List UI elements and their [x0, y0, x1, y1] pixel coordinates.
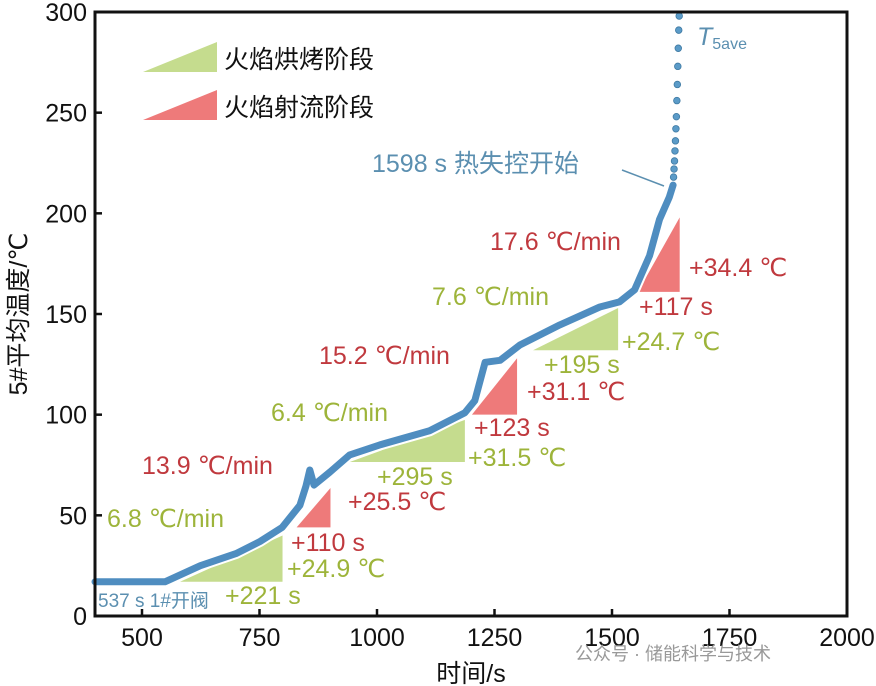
y-tick-label: 300 — [45, 0, 87, 27]
dT-label-3: +31.5 ℃ — [468, 444, 566, 472]
series-label: T5ave — [697, 23, 747, 53]
runaway-annotation: 1598 s 热失控开始 — [372, 150, 579, 178]
dT-label-5: +24.7 ℃ — [622, 328, 720, 356]
series-point — [669, 173, 678, 181]
y-tick-label: 50 — [59, 502, 87, 530]
series-point — [675, 26, 683, 34]
dt-label-5: +195 s — [544, 351, 620, 379]
rate-label-5: 7.6 ℃/min — [432, 283, 549, 311]
y-tick-label: 100 — [45, 402, 87, 430]
rate-label-6: 17.6 ℃/min — [490, 228, 621, 256]
rate-label-4: 15.2 ℃/min — [319, 342, 450, 370]
dT-label-2: +25.5 ℃ — [348, 488, 446, 516]
y-tick-label: 200 — [45, 200, 87, 228]
x-tick-label: 750 — [239, 624, 281, 652]
series-point — [672, 125, 680, 133]
legend-label-jet: 火焰射流阶段 — [224, 94, 374, 122]
dt-label-4: +123 s — [474, 414, 550, 442]
x-tick-label: 500 — [121, 624, 163, 652]
series-point — [672, 112, 681, 121]
legend-label-baking: 火焰烘烤阶段 — [224, 46, 374, 74]
dt-label-6: +117 s — [639, 293, 713, 321]
series-point — [673, 80, 682, 89]
stage-triangle-5 — [533, 307, 619, 351]
dt-label-3: +295 s — [377, 463, 453, 491]
series-layer — [89, 12, 683, 588]
series-point — [673, 96, 681, 105]
rate-label-1: 6.8 ℃/min — [107, 505, 224, 533]
series-point — [675, 12, 683, 20]
series-point — [674, 44, 682, 52]
y-axis-label: 5#平均温度/℃ — [5, 233, 33, 396]
series-point — [674, 62, 682, 71]
dT-label-6: +34.4 ℃ — [689, 254, 787, 282]
series-point — [670, 157, 679, 165]
series-point — [671, 147, 679, 155]
watermark: 公众号 · 储能科学与技术 — [575, 644, 771, 664]
series-line — [91, 181, 677, 586]
legend-swatch-baking — [143, 42, 217, 72]
x-axis-label: 时间/s — [436, 660, 505, 686]
x-tick-label: 1000 — [349, 624, 405, 652]
ticks: 500 750 1000 1250 1500 1750 2000 0 50 100 150 200 25… — [45, 0, 875, 652]
x-tick-label: 2000 — [819, 624, 875, 652]
stage-triangle-4 — [471, 358, 518, 415]
dT-label-4: +31.1 ℃ — [527, 378, 625, 406]
x-tick-label: 1250 — [467, 624, 523, 652]
dT-label-1: +24.9 ℃ — [287, 555, 385, 583]
stage-triangle-6 — [637, 217, 680, 292]
series-point — [671, 137, 680, 145]
x-tick-label: 1500 — [584, 624, 640, 652]
series-point — [670, 165, 678, 173]
rate-label-3: 6.4 ℃/min — [271, 399, 388, 427]
stage-triangle-2 — [296, 487, 331, 528]
legend-swatch-jet — [143, 90, 217, 120]
y-tick-label: 250 — [45, 100, 87, 128]
y-tick-label: 0 — [73, 603, 87, 631]
y-tick-label: 150 — [45, 301, 87, 329]
rate-label-2: 13.9 ℃/min — [142, 452, 273, 480]
dt-label-1: +221 s — [225, 582, 301, 610]
valve-annotation: 537 s 1#开阀 — [98, 590, 209, 612]
x-tick-label: 1750 — [702, 624, 758, 652]
dt-label-2: +110 s — [291, 529, 365, 557]
runaway-arrow — [621, 169, 665, 187]
